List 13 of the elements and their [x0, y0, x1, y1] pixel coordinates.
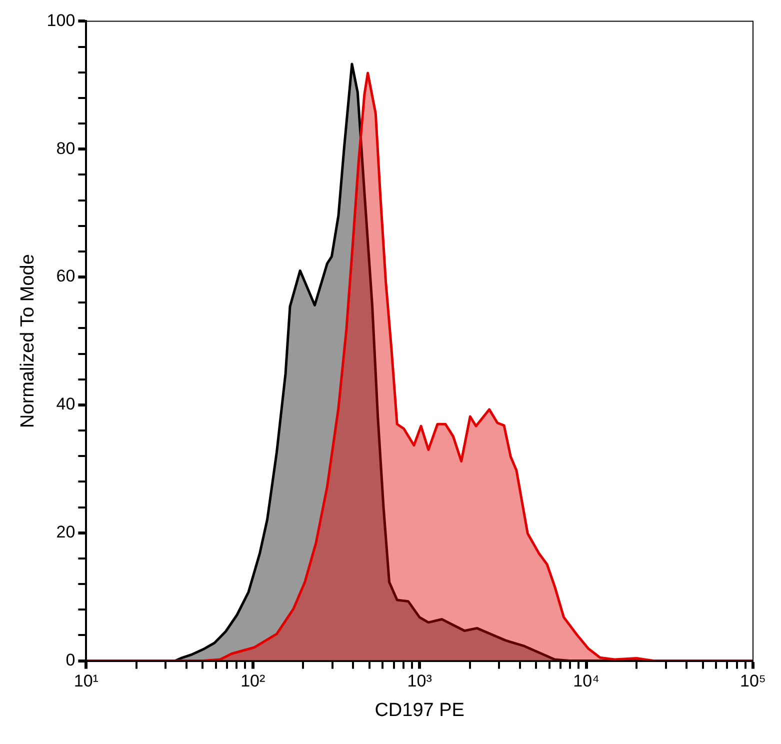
x-tick-label: 10⁵: [740, 672, 766, 691]
x-tick-label: 10³: [407, 672, 432, 691]
y-tick-label: 40: [56, 394, 76, 414]
y-tick-label: 0: [66, 650, 76, 670]
y-tick-label: 20: [56, 522, 76, 542]
x-tick-label: 10²: [240, 672, 266, 691]
x-tick-label: 10¹: [74, 672, 99, 691]
y-tick-label: 60: [56, 266, 76, 286]
y-tick-label: 80: [56, 138, 76, 158]
y-tick-label: 100: [46, 10, 76, 30]
x-tick-label: 10⁴: [573, 672, 600, 691]
y-axis-title: Normalized To Mode: [18, 254, 39, 428]
x-axis-title: CD197 PE: [374, 700, 464, 721]
